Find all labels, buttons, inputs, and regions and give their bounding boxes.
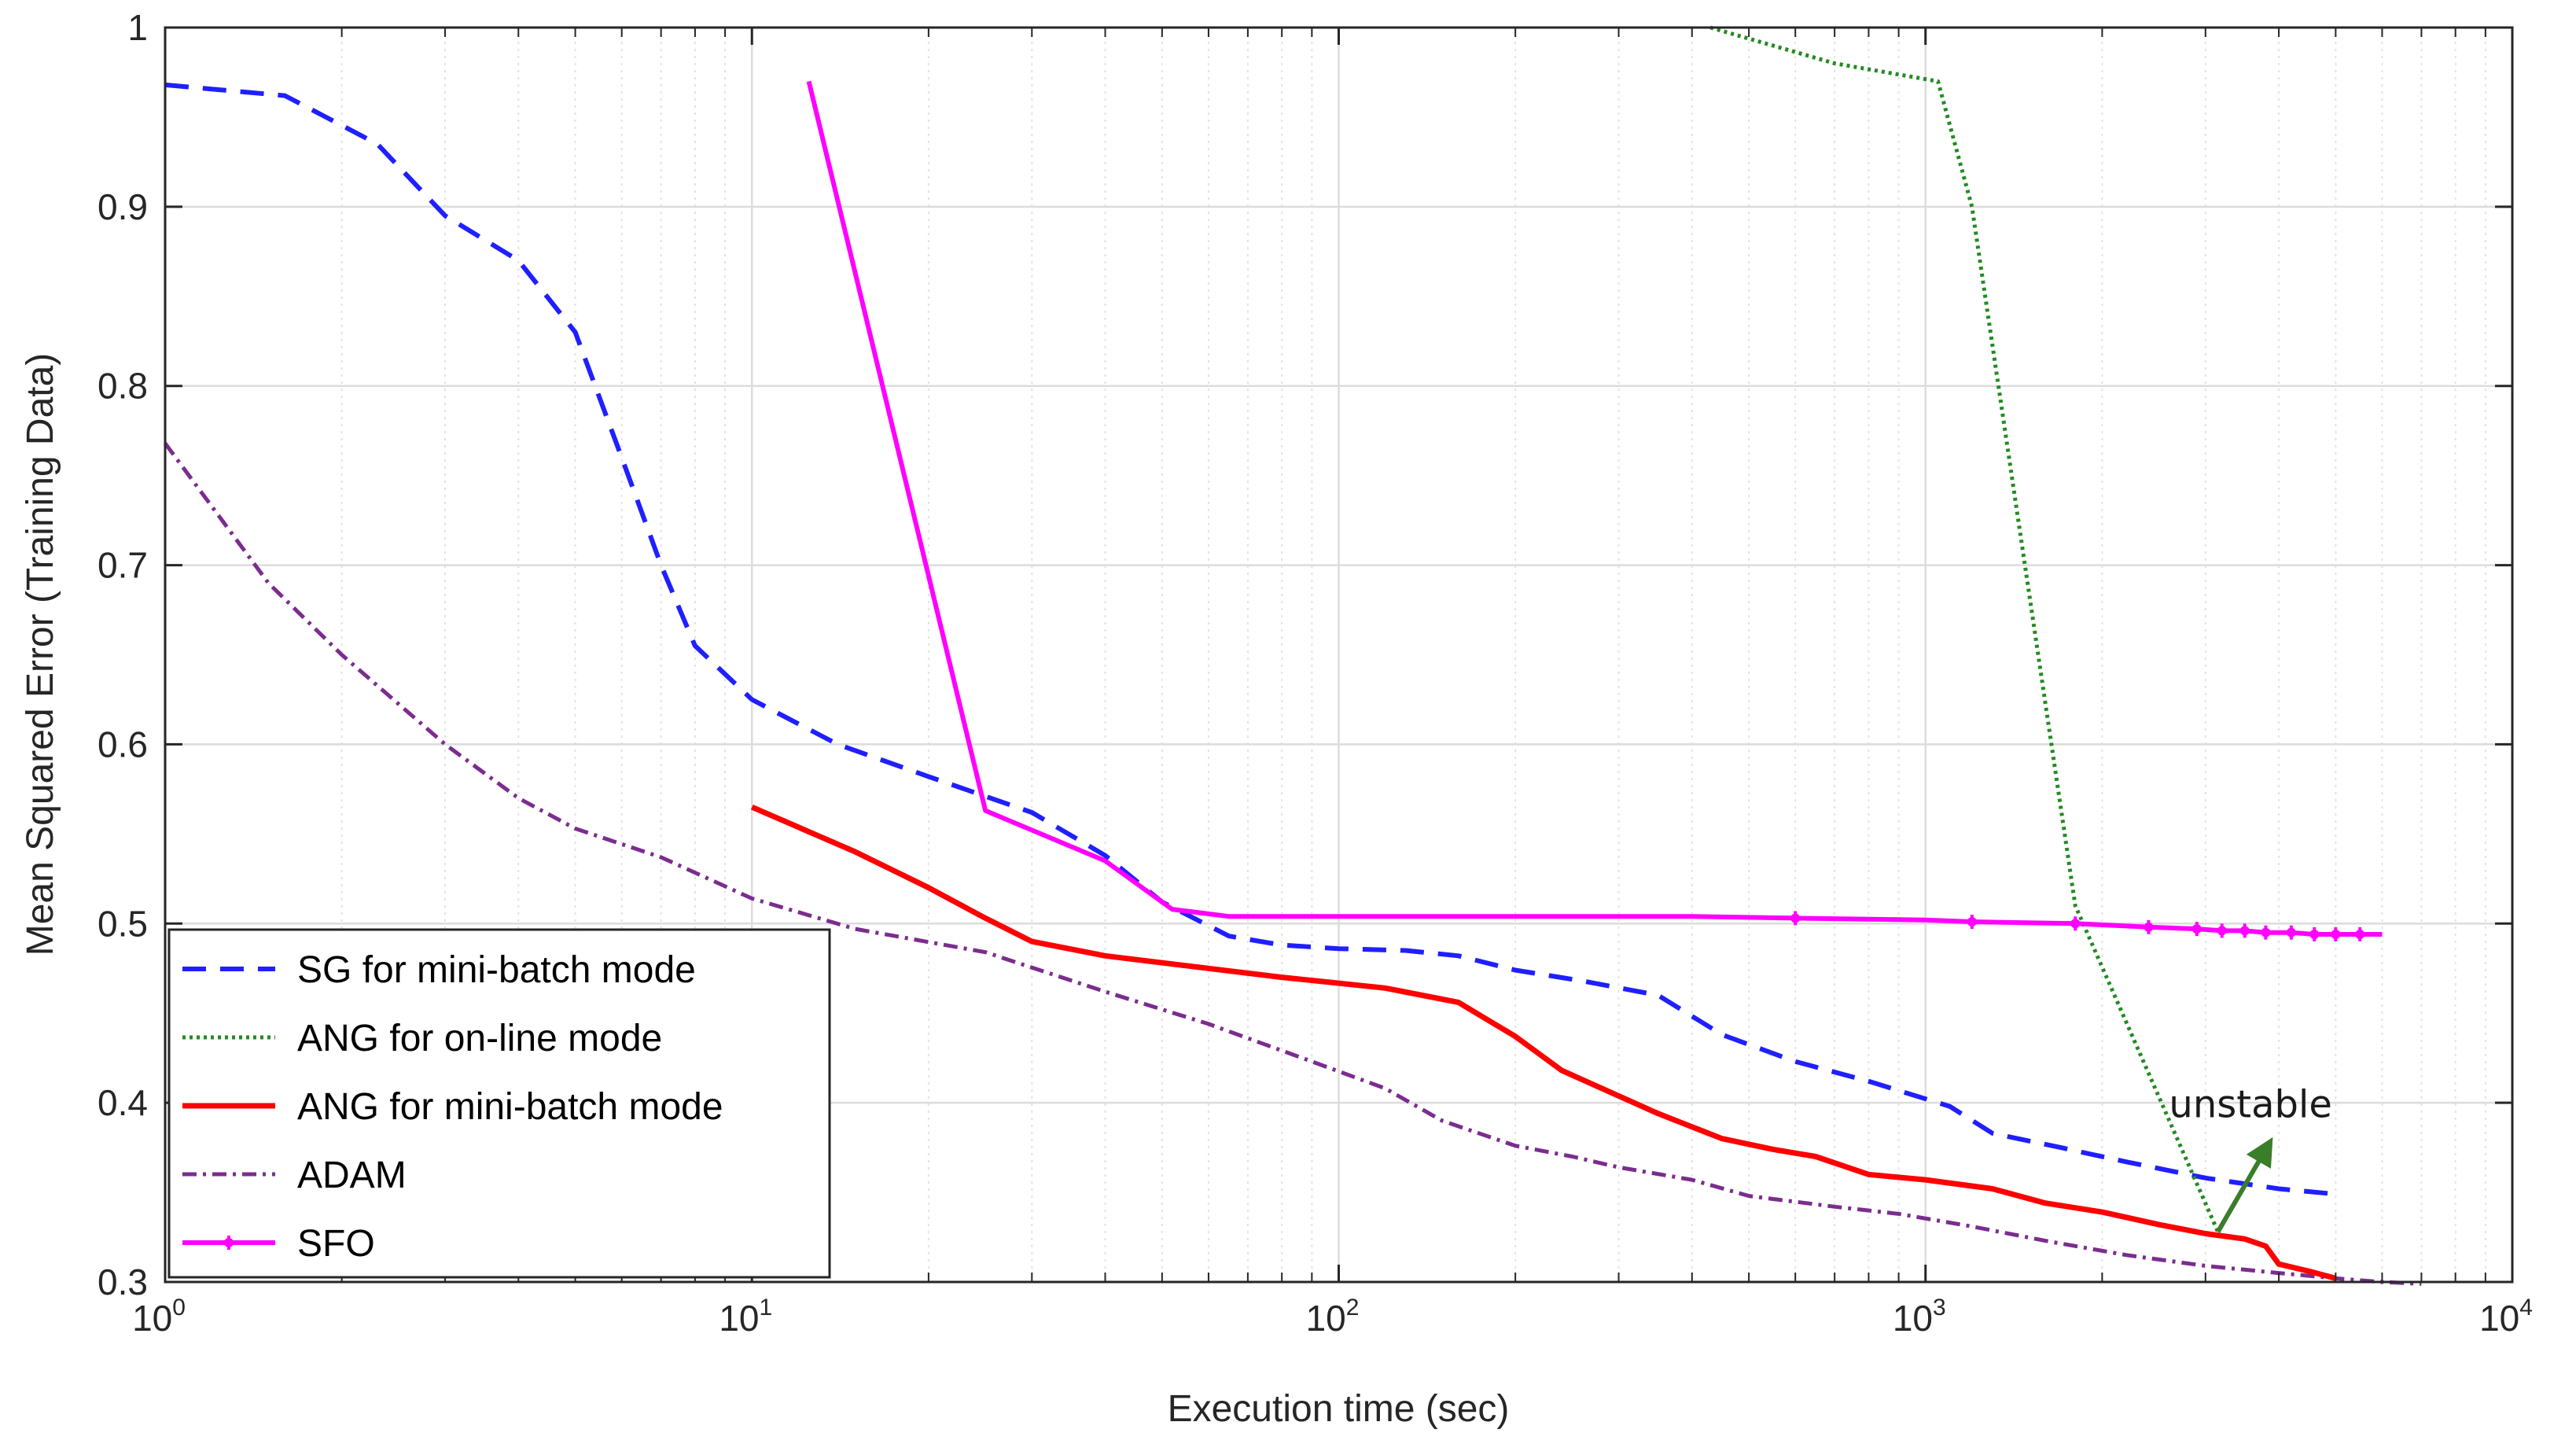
- y-tick-label: 0.8: [98, 366, 148, 407]
- series-line-sfo: [806, 80, 2383, 937]
- series-marker-sfo: [2261, 927, 2271, 937]
- series-line-sg: [164, 82, 2336, 1197]
- series-marker-sfo: [2217, 926, 2227, 936]
- x-tick-labels: 100 101 102 103 104: [132, 1295, 2533, 1339]
- x-tick-label: 103: [1893, 1295, 1946, 1339]
- series-marker-sfo: [2331, 929, 2341, 939]
- series-marker-sfo: [2070, 919, 2081, 929]
- x-tick-label: 100: [132, 1295, 186, 1339]
- y-tick-label: 0.6: [98, 724, 148, 764]
- legend-marker-sfo: [224, 1238, 234, 1247]
- series-marker-sfo: [2286, 927, 2296, 937]
- y-tick-label: 1: [127, 7, 148, 48]
- legend-label-ang_minibatch: ANG for mini-batch mode: [297, 1086, 723, 1128]
- x-tick-label: 102: [1306, 1295, 1360, 1339]
- x-axis-label: Execution time (sec): [1168, 1388, 1510, 1430]
- legend-label-sfo: SFO: [297, 1223, 375, 1265]
- y-tick-label: 0.3: [98, 1262, 148, 1302]
- x-tick-label: 104: [2479, 1295, 2533, 1339]
- x-tick-label: 101: [719, 1295, 772, 1339]
- legend: SG for mini-batch mode ANG for on-line mo…: [167, 928, 831, 1279]
- unstable-annotation-arrow: [2216, 1136, 2273, 1233]
- y-tick-label: 0.5: [98, 903, 148, 944]
- legend-label-adam: ADAM: [297, 1155, 407, 1196]
- y-tick-label: 0.4: [98, 1082, 148, 1123]
- series-marker-sfo: [2309, 929, 2320, 939]
- series-line-ang_online: [1709, 25, 2220, 1233]
- series-marker-sfo: [2239, 926, 2250, 936]
- y-tick-labels: 0.3 0.4 0.5 0.6 0.7 0.8 0.9 1: [98, 7, 148, 1302]
- series-line-ang_minibatch: [750, 804, 2337, 1281]
- series-marker-sfo: [1790, 913, 1801, 923]
- series-layer: [163, 25, 2422, 1286]
- y-axis-label: Mean Squared Error (Training Data): [20, 353, 61, 956]
- series-marker-sfo: [2355, 929, 2365, 939]
- annotation-layer: unstable: [2169, 1082, 2332, 1233]
- y-tick-label: 0.7: [98, 545, 148, 586]
- legend-label-ang_online: ANG for on-line mode: [297, 1018, 662, 1059]
- series-marker-sfo: [1967, 917, 1977, 927]
- unstable-annotation-label: unstable: [2169, 1082, 2331, 1126]
- series-marker-sfo: [2144, 922, 2154, 932]
- y-tick-label: 0.9: [98, 186, 148, 227]
- legend-box: [167, 928, 831, 1279]
- series-line-adam: [163, 442, 2422, 1286]
- legend-items: SG for mini-batch mode ANG for on-line mo…: [182, 949, 723, 1265]
- legend-label-sg: SG for mini-batch mode: [297, 949, 696, 991]
- series-marker-sfo: [2191, 924, 2202, 934]
